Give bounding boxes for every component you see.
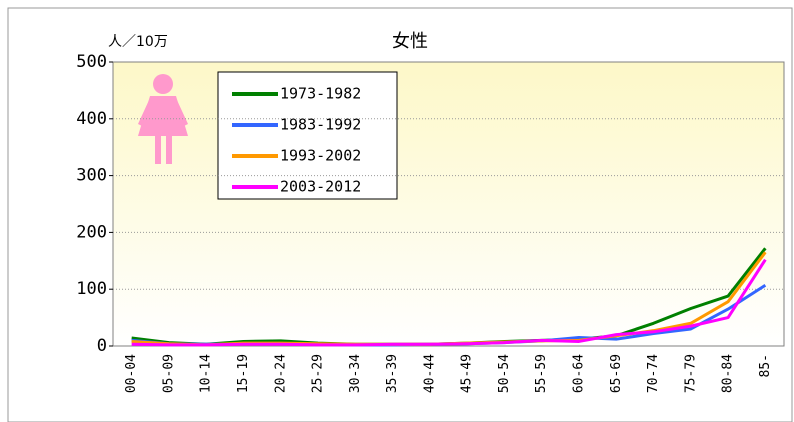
legend-label: 1973-1982: [280, 85, 361, 103]
x-tick-label: 20-24: [273, 354, 288, 393]
x-tick-label: 75-79: [683, 354, 698, 393]
y-tick-label: 500: [76, 52, 107, 72]
y-tick-label: 300: [76, 166, 107, 186]
x-tick-label: 15-19: [236, 354, 251, 393]
x-tick-label: 45-49: [460, 354, 475, 393]
x-tick-label: 60-64: [571, 354, 586, 393]
x-tick-label: 05-09: [161, 354, 176, 393]
y-tick-label: 400: [76, 109, 107, 129]
x-tick-label: 80-84: [721, 354, 736, 393]
x-tick-label: 40-44: [422, 354, 437, 393]
x-tick-label: 70-74: [646, 354, 661, 393]
x-tick-label: 85-: [758, 354, 773, 377]
female-icon: [138, 74, 188, 164]
chart-title: 女性: [392, 31, 428, 52]
y-tick-label: 200: [76, 222, 107, 242]
x-tick-label: 25-29: [311, 354, 326, 393]
x-tick-label: 65-69: [609, 354, 624, 393]
legend-label: 1983-1992: [280, 116, 361, 134]
x-tick-label: 50-54: [497, 354, 512, 393]
y-tick-label: 0: [97, 336, 107, 356]
y-axis-label: 人／10万: [108, 34, 168, 50]
x-tick-label: 35-39: [385, 354, 400, 393]
x-tick-label: 30-34: [348, 354, 363, 393]
legend-label: 1993-2002: [280, 147, 361, 165]
x-tick-label: 55-59: [534, 354, 549, 393]
x-tick-label: 10-14: [199, 354, 214, 393]
y-tick-label: 100: [76, 279, 107, 299]
series-line: [131, 258, 767, 347]
plot-area: [112, 61, 785, 347]
x-tick-label: 00-04: [124, 354, 139, 393]
legend-label: 2003-2012: [280, 178, 361, 196]
